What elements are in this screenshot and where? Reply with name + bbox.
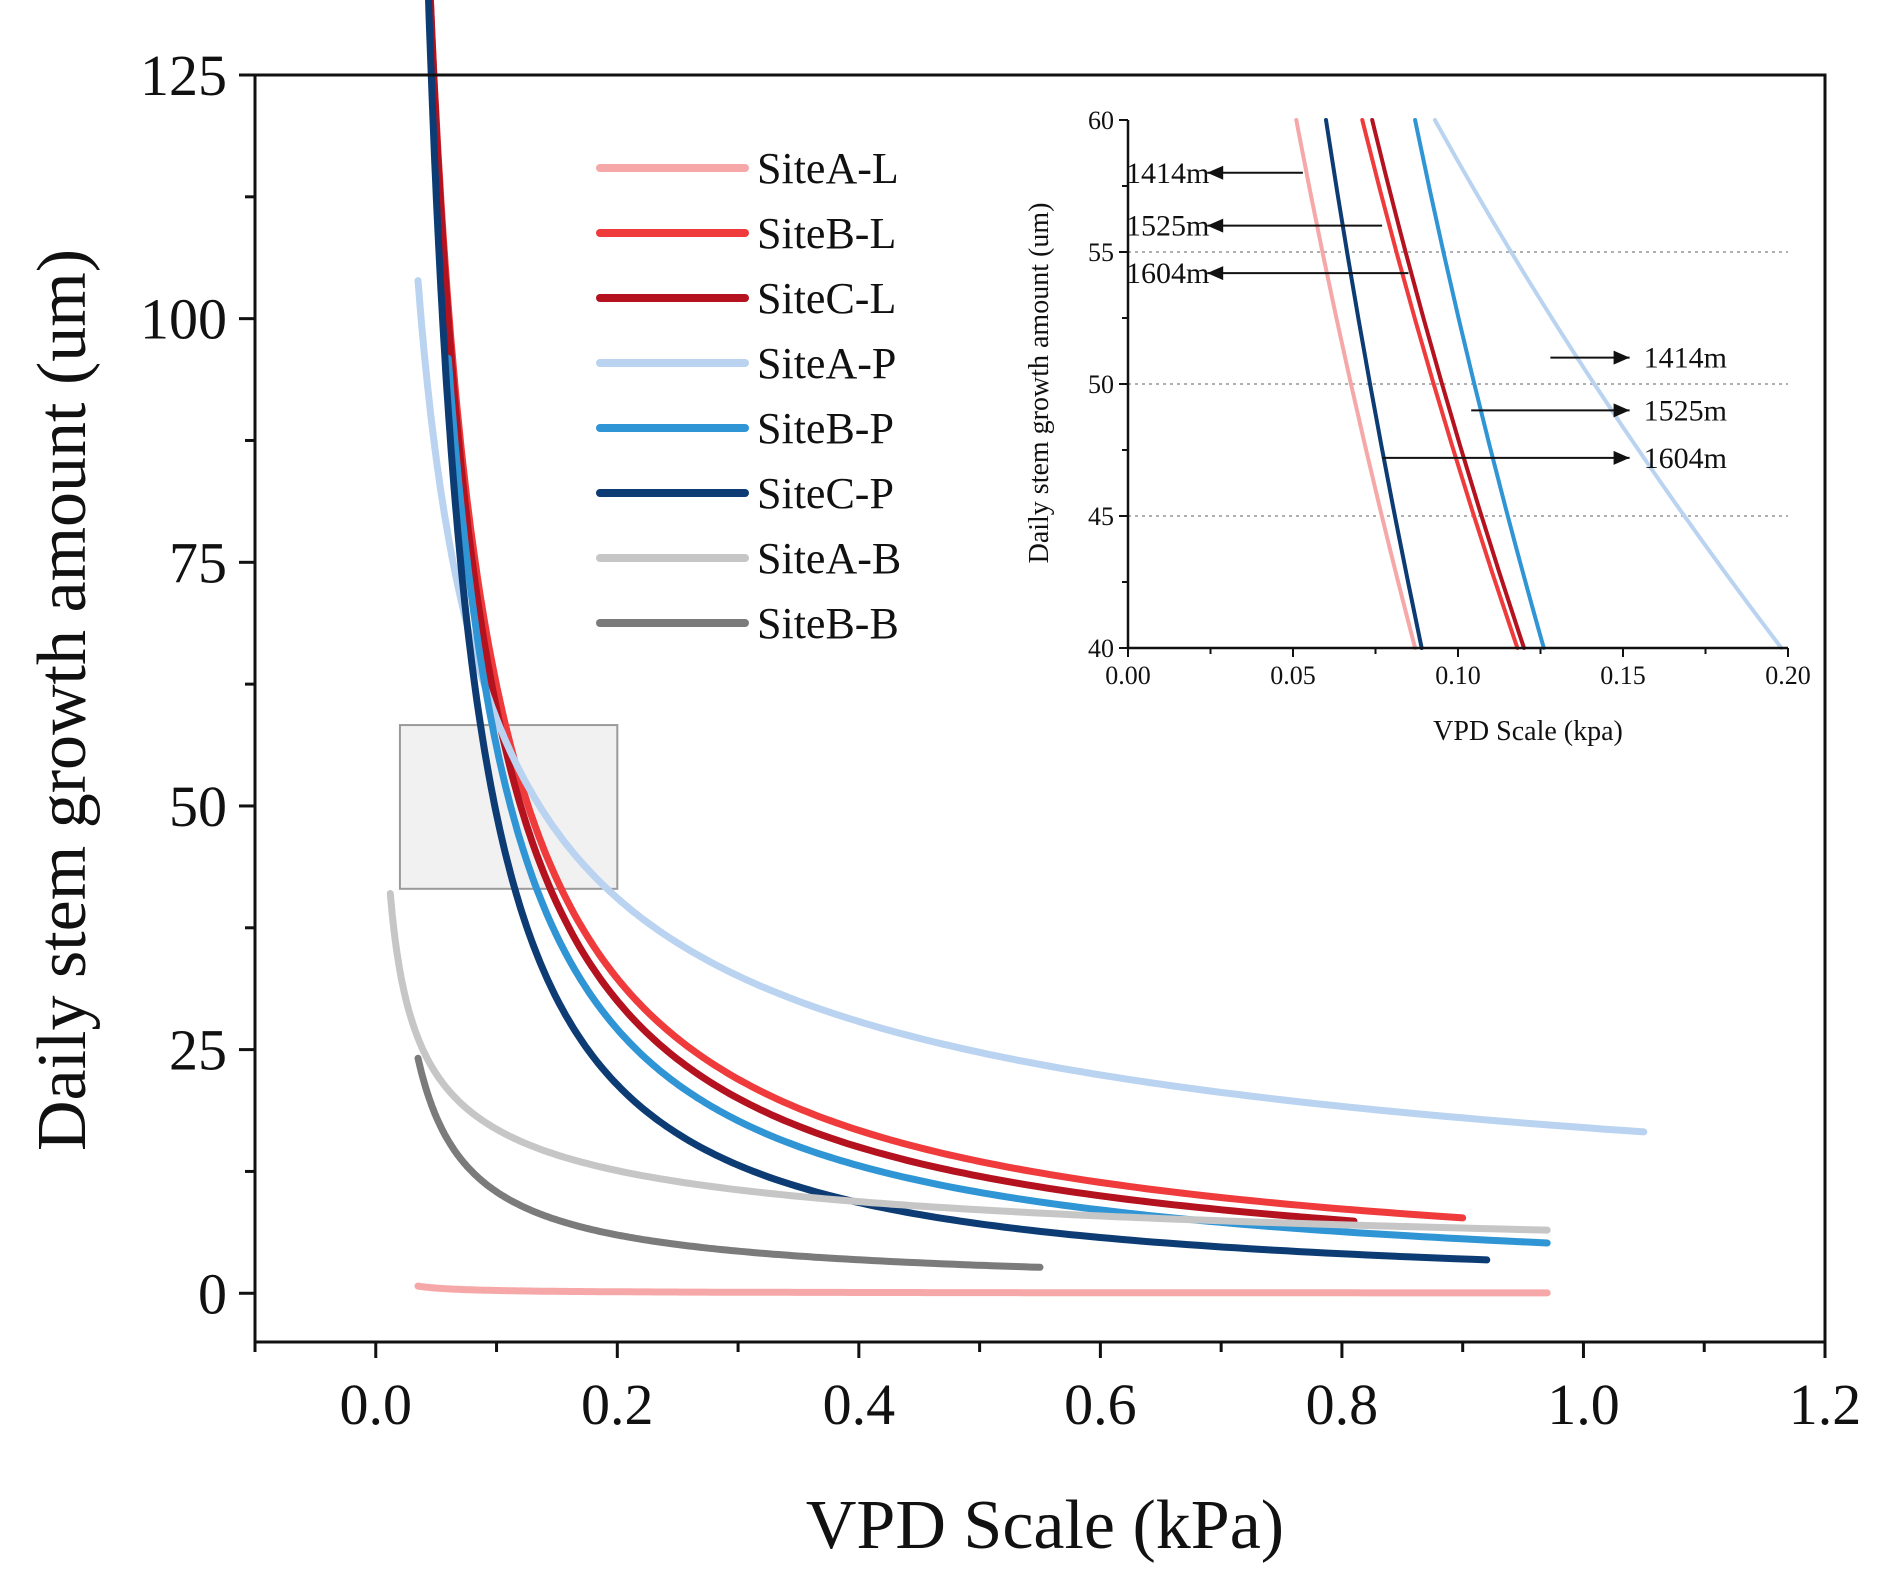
legend-label-sitec-l: SiteC-L bbox=[757, 274, 896, 323]
main-plot-frame bbox=[253, 73, 1827, 1344]
series-line-sitea-b bbox=[386, 890, 1551, 1234]
legend-label-sitea-b: SiteA-B bbox=[757, 534, 901, 583]
inset-axes: 0.00 0.05 0.10 0.15 0.20 40 45 50 55 60 bbox=[1088, 106, 1811, 690]
legend: SiteA-L SiteB-L SiteC-L SiteA-P SiteB-P SiteC… bbox=[596, 144, 901, 648]
series-line-sitec-l bbox=[426, 0, 1358, 1225]
x-tick-label: 0.8 bbox=[1306, 1372, 1379, 1437]
annotation-arrow-head bbox=[1613, 350, 1630, 365]
inset-y-tick-label: 60 bbox=[1088, 106, 1114, 135]
legend-label-siteb-b: SiteB-B bbox=[757, 599, 899, 648]
x-tick-label: 1.2 bbox=[1789, 1372, 1862, 1437]
inset-series-line-sitea-l bbox=[1294, 118, 1418, 650]
y-tick-label: 100 bbox=[140, 287, 227, 352]
inset-series-line-sitec-p bbox=[1324, 118, 1424, 650]
inset-x-axis-title: VPD Scale (kpa) bbox=[1433, 716, 1623, 747]
y-tick-label: 50 bbox=[169, 774, 227, 839]
inset-series-group bbox=[1294, 118, 1784, 650]
inset-gridlines bbox=[1128, 251, 1788, 517]
x-tick-label: 0.0 bbox=[340, 1372, 413, 1437]
main-series-group bbox=[386, 0, 1648, 1297]
x-tick-label: 0.2 bbox=[581, 1372, 654, 1437]
annotation-arrow-head bbox=[1207, 165, 1224, 180]
legend-label-siteb-p: SiteB-P bbox=[757, 404, 894, 453]
x-tick-label: 0.6 bbox=[1064, 1372, 1137, 1437]
inset-x-tick-label: 0.05 bbox=[1270, 661, 1316, 690]
series-line-sitea-l bbox=[414, 1282, 1551, 1297]
y-tick-label: 25 bbox=[169, 1018, 227, 1083]
inset-y-axis-title: Daily stem growth amount (um) bbox=[1024, 203, 1055, 564]
legend-label-sitea-p: SiteA-P bbox=[757, 339, 896, 388]
inset-x-tick-label: 0.15 bbox=[1600, 661, 1646, 690]
annotation-label-1525m-right: 1525m bbox=[1644, 394, 1727, 427]
inset-series-line-siteb-l bbox=[1360, 118, 1520, 650]
main-axes: 0.0 0.2 0.4 0.6 0.8 1.0 1.2 0 25 50 75 100 125 bbox=[140, 43, 1861, 1437]
main-y-axis-title: Daily stem growth amount (um) bbox=[24, 249, 101, 1151]
inset-series-line-siteb-p bbox=[1413, 118, 1546, 650]
inset-x-tick-label: 0.00 bbox=[1105, 661, 1151, 690]
inset-series-line-sitea-p bbox=[1432, 118, 1784, 650]
annotation-arrow-head bbox=[1613, 450, 1630, 465]
annotation-arrow-head bbox=[1207, 218, 1224, 233]
series-line-sitec-p bbox=[425, 0, 1491, 1264]
legend-label-sitea-l: SiteA-L bbox=[757, 144, 899, 193]
y-tick-label: 125 bbox=[140, 43, 227, 108]
inset-y-tick-label: 55 bbox=[1088, 238, 1114, 267]
inset-x-tick-label: 0.20 bbox=[1765, 661, 1811, 690]
inset-chart: 0.00 0.05 0.10 0.15 0.20 40 45 50 55 60 1414m 1525… bbox=[1088, 106, 1811, 690]
series-line-sitea-p bbox=[414, 277, 1648, 1136]
annotation-label-1525m-left: 1525m bbox=[1126, 210, 1209, 243]
legend-label-sitec-p: SiteC-P bbox=[757, 469, 894, 518]
series-line-siteb-p bbox=[444, 354, 1551, 1247]
annotation-label-1414m-right: 1414m bbox=[1644, 342, 1727, 375]
annotation-label-1604m-right: 1604m bbox=[1644, 442, 1727, 475]
inset-y-tick-label: 45 bbox=[1088, 502, 1114, 531]
inset-series-line-sitec-l bbox=[1370, 118, 1526, 650]
series-line-siteb-b bbox=[414, 1054, 1044, 1271]
main-x-axis-title: VPD Scale (kPa) bbox=[806, 1487, 1284, 1564]
x-tick-label: 1.0 bbox=[1547, 1372, 1620, 1437]
y-tick-label: 75 bbox=[169, 530, 227, 595]
y-tick-label: 0 bbox=[198, 1261, 227, 1326]
x-tick-label: 0.4 bbox=[823, 1372, 896, 1437]
annotation-arrow-head bbox=[1207, 266, 1224, 281]
legend-label-siteb-l: SiteB-L bbox=[757, 209, 896, 258]
annotation-arrow-head bbox=[1613, 403, 1630, 418]
annotation-label-1414m-left: 1414m bbox=[1126, 157, 1209, 190]
inset-x-tick-label: 0.10 bbox=[1435, 661, 1481, 690]
annotation-label-1604m-left: 1604m bbox=[1126, 257, 1209, 290]
inset-y-tick-label: 50 bbox=[1088, 370, 1114, 399]
inset-annotations: 1414m 1525m 1604m 1414m 1525m 1604m bbox=[1126, 157, 1727, 475]
inset-y-tick-label: 40 bbox=[1088, 634, 1114, 663]
